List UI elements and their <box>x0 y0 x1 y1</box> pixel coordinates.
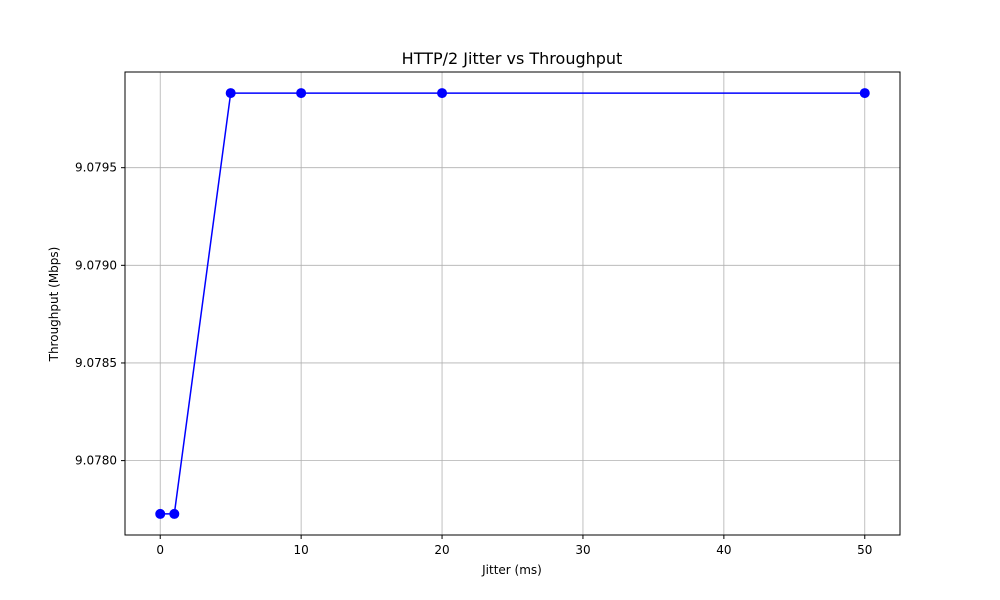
series-layer <box>155 88 870 519</box>
data-point <box>859 88 870 99</box>
data-point <box>169 508 180 519</box>
y-tick-label: 9.0795 <box>75 161 117 175</box>
data-point <box>437 88 448 99</box>
x-tick-label: 30 <box>575 543 590 557</box>
plot-frame <box>124 71 901 536</box>
chart-title: HTTP/2 Jitter vs Throughput <box>402 49 623 68</box>
series-line <box>160 92 865 515</box>
y-tick-label: 9.0780 <box>75 454 117 468</box>
grid-lines <box>125 72 900 535</box>
x-tick-label: 0 <box>156 543 164 557</box>
y-tick-label: 9.0785 <box>75 356 117 370</box>
data-point <box>296 88 307 99</box>
y-axis-ticks: 9.0780 9.0785 9.0790 9.0795 <box>75 161 125 468</box>
y-axis-label: Throughput (Mbps) <box>47 247 61 363</box>
x-axis-ticks: 0 10 20 30 40 50 <box>156 535 872 557</box>
y-tick-label: 9.0790 <box>75 258 117 272</box>
x-tick-label: 40 <box>716 543 731 557</box>
x-tick-label: 50 <box>857 543 872 557</box>
data-point <box>225 88 236 99</box>
x-tick-label: 20 <box>434 543 449 557</box>
data-point <box>155 508 166 519</box>
x-axis-label: Jitter (ms) <box>481 563 542 577</box>
x-tick-label: 10 <box>293 543 308 557</box>
